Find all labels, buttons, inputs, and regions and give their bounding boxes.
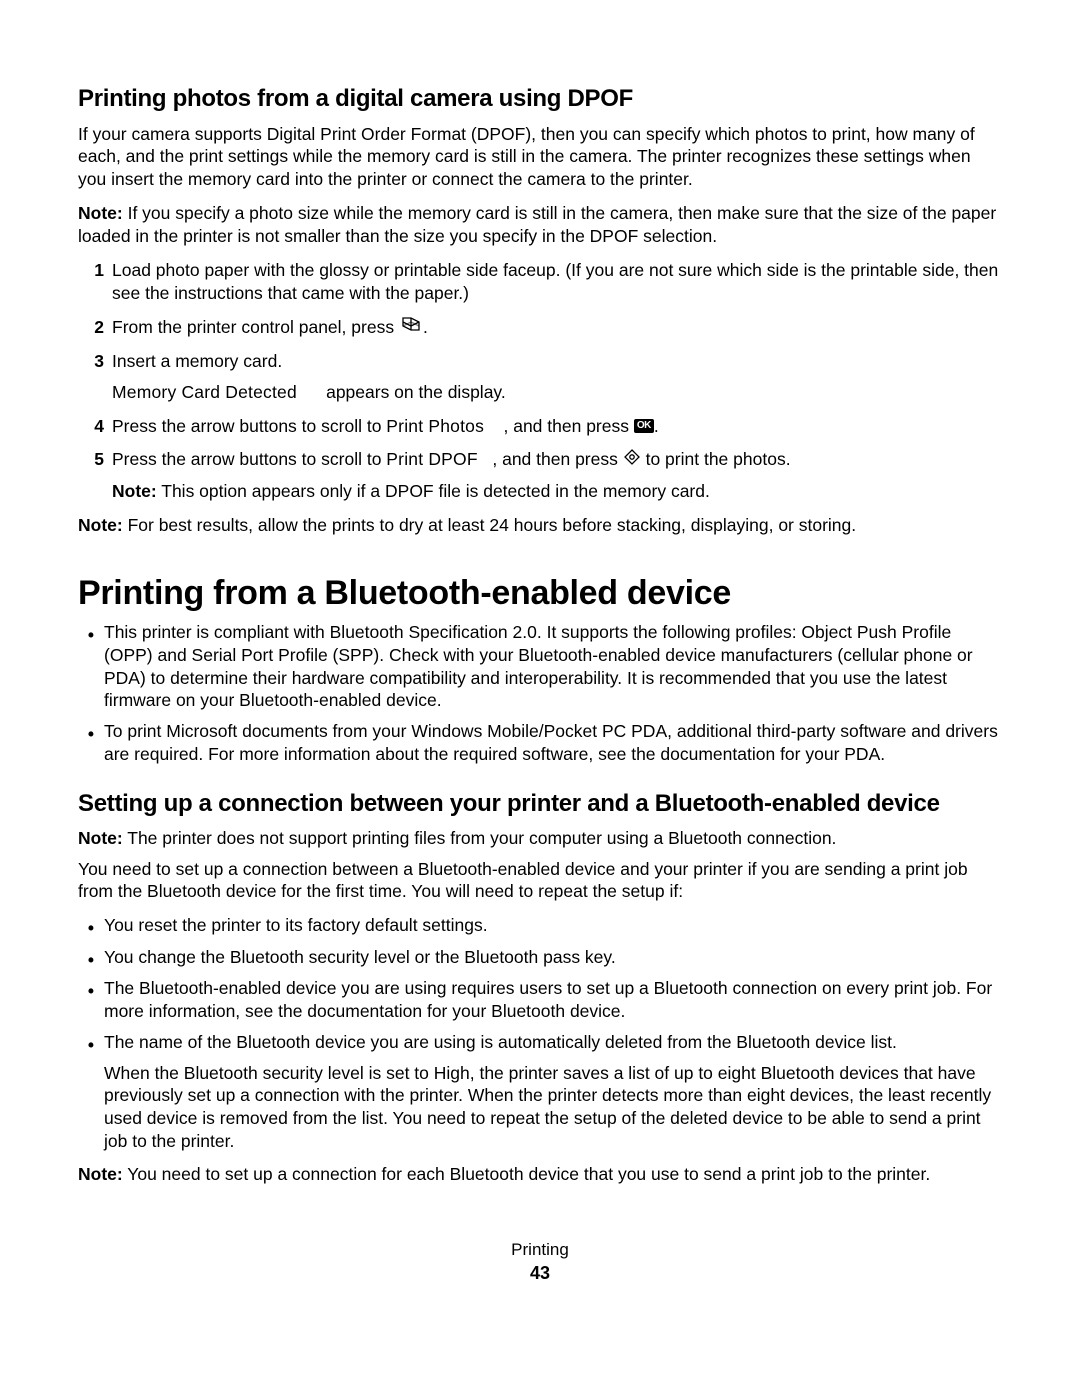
- note-text: This option appears only if a DPOF file …: [157, 481, 710, 501]
- note-label: Note:: [78, 828, 123, 848]
- text-fragment: The name of the Bluetooth device you are…: [104, 1032, 897, 1052]
- text-fragment: Press the arrow buttons to scroll to: [112, 416, 386, 436]
- footer-page-number: 43: [78, 1263, 1002, 1284]
- step-number: 3: [78, 350, 104, 373]
- note-label: Note:: [78, 203, 123, 223]
- text-fragment: When the Bluetooth security level is set…: [104, 1062, 1002, 1153]
- step-number: 4: [78, 415, 104, 438]
- bullet-icon: •: [78, 621, 104, 645]
- setup-conditions: • You reset the printer to its factory d…: [78, 914, 1002, 1152]
- step-text: Insert a memory card. Memory Card Detect…: [112, 350, 1002, 405]
- note-label: Note:: [78, 1164, 123, 1184]
- text-fragment: to print the photos.: [641, 449, 791, 469]
- setup-intro: You need to set up a connection between …: [78, 858, 1002, 903]
- bullet-icon: •: [78, 914, 104, 938]
- heading-setup: Setting up a connection between your pri…: [78, 790, 1002, 818]
- display-text: Memory Card Detected: [112, 382, 297, 402]
- note-text: If you specify a photo size while the me…: [78, 203, 996, 245]
- start-diamond-icon: [624, 448, 640, 471]
- text-fragment: .: [654, 416, 659, 436]
- text-fragment: .: [423, 317, 428, 337]
- bullet-text: The name of the Bluetooth device you are…: [104, 1031, 1002, 1153]
- bullet-icon: •: [78, 1031, 104, 1055]
- text-fragment: Insert a memory card.: [112, 351, 282, 371]
- bullet-text: This printer is compliant with Bluetooth…: [104, 621, 1002, 712]
- dpof-note1: Note: If you specify a photo size while …: [78, 202, 1002, 247]
- heading-bluetooth: Printing from a Bluetooth-enabled device: [78, 574, 1002, 613]
- text-fragment: appears on the display.: [321, 382, 506, 402]
- bullet-text: The Bluetooth-enabled device you are usi…: [104, 977, 1002, 1023]
- step-number: 5: [78, 448, 104, 471]
- page-footer: Printing 43: [78, 1240, 1002, 1284]
- step-number: 2: [78, 316, 104, 339]
- step-text: Load photo paper with the glossy or prin…: [112, 259, 1002, 306]
- note-label: Note:: [78, 515, 123, 535]
- text-fragment: , and then press: [492, 449, 622, 469]
- step-text: From the printer control panel, press .: [112, 316, 1002, 340]
- note-label: Note:: [112, 481, 157, 501]
- bullet-icon: •: [78, 946, 104, 970]
- bullet-icon: •: [78, 720, 104, 744]
- dpof-steps: 1 Load photo paper with the glossy or pr…: [78, 259, 1002, 504]
- display-text: Print Photos: [386, 416, 484, 436]
- text-fragment: From the printer control panel, press: [112, 317, 399, 337]
- step-number: 1: [78, 259, 104, 282]
- note-text: For best results, allow the prints to dr…: [123, 515, 856, 535]
- bullet-text: You change the Bluetooth security level …: [104, 946, 1002, 969]
- bullet-text: You reset the printer to its factory def…: [104, 914, 1002, 937]
- setup-note1: Note: The printer does not support print…: [78, 827, 1002, 849]
- photo-icon: [400, 315, 422, 338]
- note-text: You need to set up a connection for each…: [123, 1164, 931, 1184]
- document-page: Printing photos from a digital camera us…: [0, 0, 1080, 1397]
- bullet-text: To print Microsoft documents from your W…: [104, 720, 1002, 766]
- dpof-intro: If your camera supports Digital Print Or…: [78, 123, 1002, 190]
- dpof-note2: Note: For best results, allow the prints…: [78, 514, 1002, 536]
- heading-dpof: Printing photos from a digital camera us…: [78, 85, 1002, 113]
- text-fragment: Press the arrow buttons to scroll to: [112, 449, 386, 469]
- step-text: Press the arrow buttons to scroll to Pri…: [112, 415, 1002, 438]
- ok-button-icon: OK: [634, 419, 654, 433]
- note-text: The printer does not support printing fi…: [123, 828, 837, 848]
- bluetooth-notes: • This printer is compliant with Bluetoo…: [78, 621, 1002, 766]
- bullet-icon: •: [78, 977, 104, 1001]
- display-text: Print DPOF: [386, 449, 477, 469]
- setup-note2: Note: You need to set up a connection fo…: [78, 1163, 1002, 1185]
- text-fragment: , and then press: [503, 416, 633, 436]
- footer-section: Printing: [511, 1240, 569, 1259]
- step-text: Press the arrow buttons to scroll to Pri…: [112, 448, 1002, 504]
